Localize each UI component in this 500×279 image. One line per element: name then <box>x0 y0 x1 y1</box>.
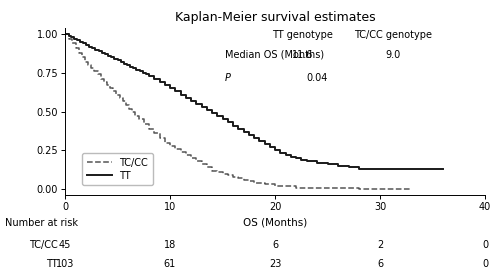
TC/CC <box>107 87 113 90</box>
Text: TT: TT <box>46 259 58 270</box>
TC/CC <box>62 32 68 36</box>
Text: 0.04: 0.04 <box>306 73 328 83</box>
Text: 0: 0 <box>482 240 488 250</box>
TC/CC <box>356 187 362 191</box>
TT <box>68 35 74 39</box>
Text: 2: 2 <box>377 240 383 250</box>
Line: TT: TT <box>65 34 443 169</box>
Text: P: P <box>224 73 230 83</box>
TT <box>124 63 130 67</box>
TC/CC <box>101 80 107 84</box>
Text: 103: 103 <box>56 259 74 270</box>
Text: 9.0: 9.0 <box>385 50 400 60</box>
Text: 0: 0 <box>482 259 488 270</box>
TC/CC <box>183 153 189 157</box>
Text: 23: 23 <box>269 259 281 270</box>
TT <box>408 167 414 171</box>
Text: TC/CC genotype: TC/CC genotype <box>354 30 432 40</box>
Text: Number at risk: Number at risk <box>5 218 78 228</box>
TT <box>183 96 189 99</box>
Legend: TC/CC, TT: TC/CC, TT <box>82 153 153 186</box>
Text: 18: 18 <box>164 240 176 250</box>
TT <box>282 153 288 157</box>
Text: TC/CC: TC/CC <box>29 240 58 250</box>
TC/CC <box>129 110 135 113</box>
TC/CC <box>204 166 210 169</box>
TT <box>356 167 362 171</box>
Text: 6: 6 <box>272 240 278 250</box>
X-axis label: OS (Months): OS (Months) <box>243 218 307 228</box>
TC/CC <box>408 187 414 191</box>
TT <box>225 121 231 124</box>
Line: TC/CC: TC/CC <box>65 34 412 189</box>
Text: 6: 6 <box>377 259 383 270</box>
Text: 61: 61 <box>164 259 176 270</box>
TT <box>62 32 68 36</box>
Text: Median OS (Months): Median OS (Months) <box>224 50 324 60</box>
Text: TT genotype: TT genotype <box>272 30 332 40</box>
Title: Kaplan-Meier survival estimates: Kaplan-Meier survival estimates <box>174 11 376 24</box>
TT <box>440 167 446 171</box>
TC/CC <box>324 186 330 189</box>
Text: 11.6: 11.6 <box>292 50 313 60</box>
Text: 45: 45 <box>59 240 71 250</box>
